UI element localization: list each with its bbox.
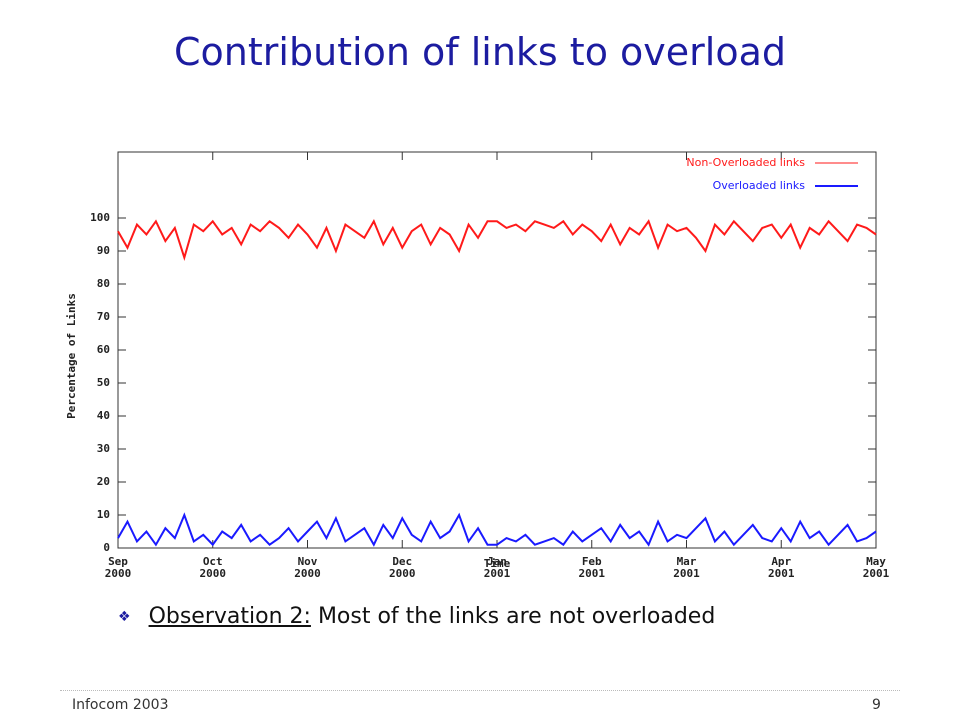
x-tick-label: Apr 2001 xyxy=(768,555,795,580)
y-tick-label: 70 xyxy=(97,310,110,323)
x-tick-label: Oct 2000 xyxy=(199,555,227,580)
y-tick-label: 0 xyxy=(103,541,110,554)
x-tick-label: Mar 2001 xyxy=(673,555,700,580)
y-tick-label: 90 xyxy=(97,244,110,257)
slide-title: Contribution of links to overload xyxy=(174,30,786,74)
series-line xyxy=(117,512,877,547)
y-tick-label: 60 xyxy=(97,343,110,356)
footer-rule xyxy=(60,690,900,691)
plot-frame xyxy=(117,151,877,549)
bullet-text: Most of the links are not overloaded xyxy=(317,604,716,629)
y-tick-label: 40 xyxy=(97,409,110,422)
x-tick-label: Dec 2000 xyxy=(389,555,416,580)
x-tick-label: Sep 2000 xyxy=(104,555,132,580)
page-number: 9 xyxy=(872,697,881,713)
x-tick-label: May 2001 xyxy=(862,555,890,580)
y-tick-label: 100 xyxy=(90,211,110,224)
y-tick-label: 20 xyxy=(97,475,110,488)
legend-label: Overloaded links xyxy=(713,179,806,192)
y-tick-label: 80 xyxy=(97,277,110,290)
y-tick-label: 30 xyxy=(97,442,110,455)
y-axis-label: Percentage of Links xyxy=(65,293,78,419)
footer-text: Infocom 2003 xyxy=(72,697,169,713)
legend-label: Non-Overloaded links xyxy=(686,156,805,169)
y-tick-label: 50 xyxy=(97,376,110,389)
x-tick-label: Nov 2000 xyxy=(294,555,321,580)
x-tick-label: Feb 2001 xyxy=(578,555,606,580)
x-tick-label: Jan 2001 xyxy=(483,555,511,580)
bullet-marker: ❖ xyxy=(118,609,131,625)
bullet: ❖ Observation 2: Most of the links are no… xyxy=(118,604,715,629)
x-axis-label: Time xyxy=(484,557,511,570)
y-tick-label: 10 xyxy=(97,508,110,521)
bullet-label: Observation 2: xyxy=(148,604,311,629)
series-line xyxy=(117,219,877,262)
